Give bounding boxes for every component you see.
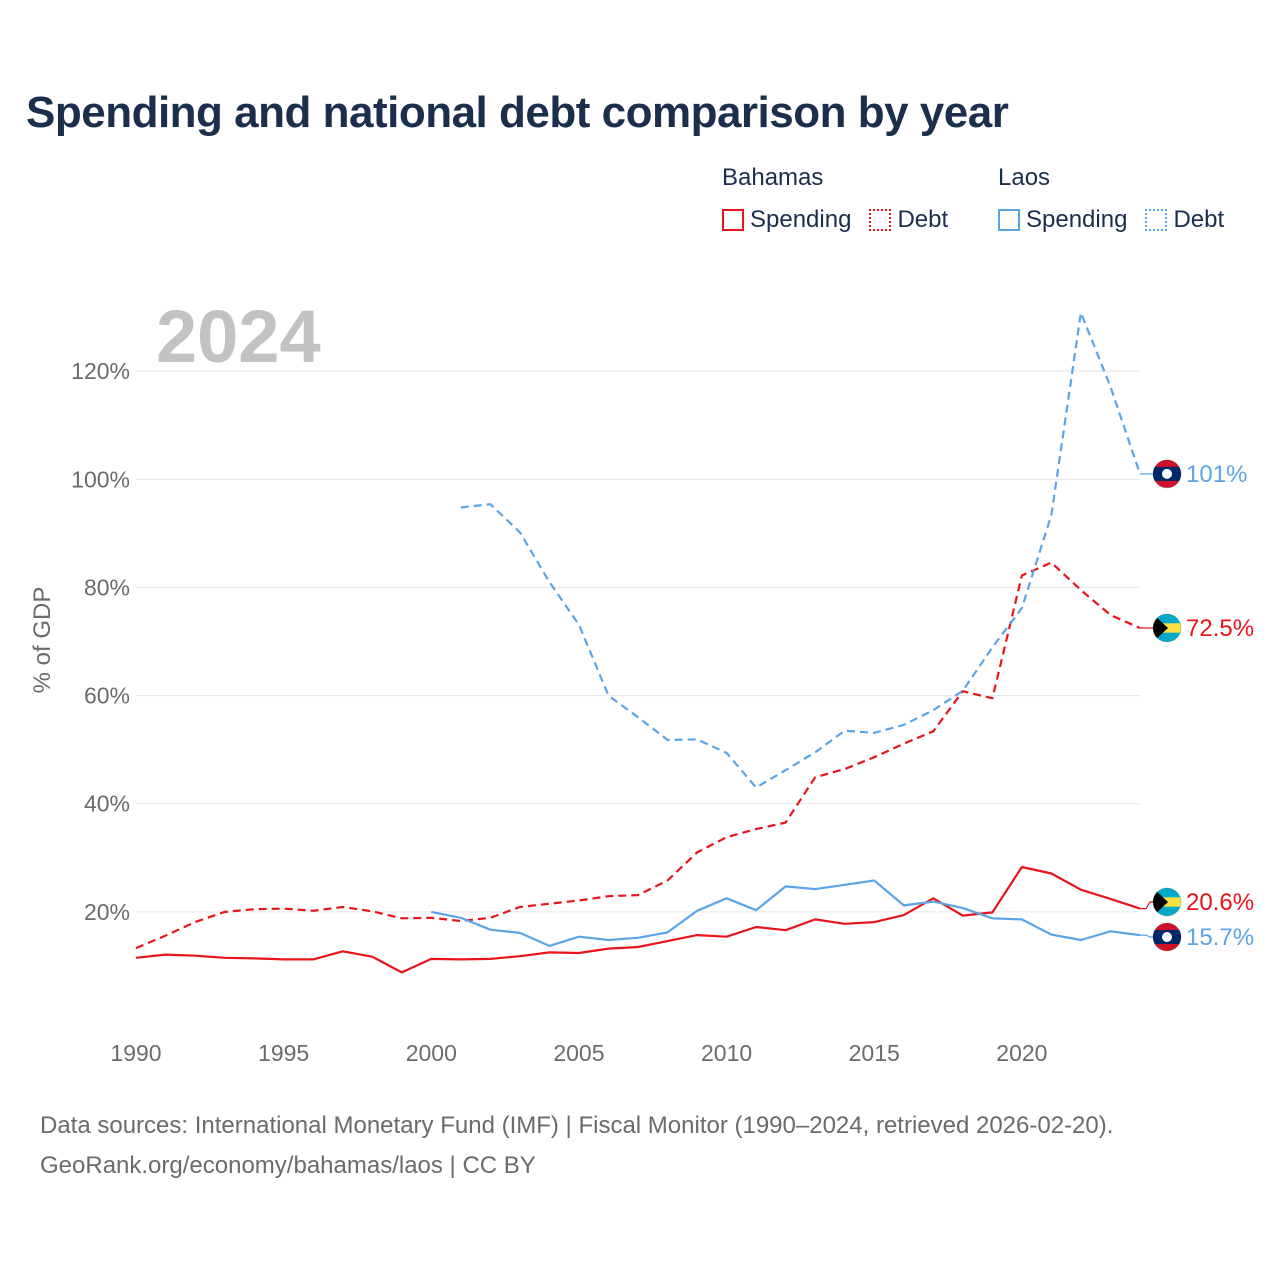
legend-label: Spending xyxy=(750,206,852,233)
legend-label: Debt xyxy=(1173,206,1225,233)
attribution-link[interactable]: GeoRank.org/economy/bahamas/laos | CC BY xyxy=(40,1152,536,1179)
x-tick-label: 2020 xyxy=(996,1040,1047,1066)
legend-group-laos: Laos Spending Debt xyxy=(998,164,1224,234)
legend-swatch-dotted xyxy=(1145,209,1168,231)
legend-item-bahamas-debt[interactable]: Debt xyxy=(869,206,948,234)
y-tick-label: 60% xyxy=(84,683,130,709)
laos-flag-icon xyxy=(1152,922,1182,952)
x-tick-label: 2005 xyxy=(553,1040,604,1066)
bahamas-flag-icon xyxy=(1152,613,1182,643)
year-watermark: 2024 xyxy=(156,295,321,378)
data-source-note: Data sources: International Monetary Fun… xyxy=(40,1112,1114,1139)
end-value-label: 15.7% xyxy=(1186,924,1254,951)
series-line-bahamas-spending[interactable] xyxy=(135,865,1141,974)
x-tick-label: 1995 xyxy=(258,1040,309,1066)
end-value-label: 20.6% xyxy=(1186,889,1254,916)
legend-swatch-dotted xyxy=(869,209,892,231)
legend-item-bahamas-spending[interactable]: Spending xyxy=(722,206,851,234)
end-value-label: 72.5% xyxy=(1186,615,1254,642)
legend-swatch-solid xyxy=(722,209,744,231)
legend-group-name: Bahamas xyxy=(722,164,824,191)
y-axis-label: % of GDP xyxy=(29,587,56,694)
x-tick-label: 2015 xyxy=(849,1040,900,1066)
x-tick-label: 1990 xyxy=(110,1040,161,1066)
legend-swatch-solid xyxy=(998,209,1020,231)
y-tick-label: 40% xyxy=(84,791,130,817)
y-tick-label: 80% xyxy=(84,574,130,600)
y-tick-label: 120% xyxy=(71,358,130,384)
legend-label: Debt xyxy=(897,206,949,233)
bahamas-flag-icon xyxy=(1152,887,1182,917)
end-connector xyxy=(1140,934,1153,938)
series-end-markers: 20.6% 72.5% 15.7% 101% xyxy=(1140,459,1254,952)
y-axis-ticks: 20% 40% 60% 80% 100% 120% xyxy=(71,358,130,925)
series-line-laos-spending[interactable] xyxy=(431,879,1141,948)
chart-title: Spending and national debt comparison by… xyxy=(26,88,1009,137)
legend-item-laos-spending[interactable]: Spending xyxy=(998,206,1127,234)
end-value-label: 101% xyxy=(1186,461,1247,488)
end-connector xyxy=(1140,901,1153,910)
x-tick-label: 2000 xyxy=(406,1040,457,1066)
x-axis-ticks: 1990 1995 2000 2005 2010 2015 2020 xyxy=(110,1040,1047,1066)
grid-lines xyxy=(136,370,1140,913)
laos-flag-icon xyxy=(1152,459,1182,489)
legend-group-name: Laos xyxy=(998,164,1051,191)
x-tick-label: 2010 xyxy=(701,1040,752,1066)
y-tick-label: 100% xyxy=(71,466,130,492)
footer: Data sources: International Monetary Fun… xyxy=(40,1106,1113,1186)
legend-label: Spending xyxy=(1026,206,1128,233)
series-lines xyxy=(135,311,1142,974)
series-line-bahamas-debt[interactable] xyxy=(135,561,1141,950)
y-tick-label: 20% xyxy=(84,899,130,925)
series-line-laos-debt[interactable] xyxy=(460,311,1142,789)
legend-item-laos-debt[interactable]: Debt xyxy=(1145,206,1224,234)
legend-group-bahamas: Bahamas Spending Debt xyxy=(722,164,948,234)
